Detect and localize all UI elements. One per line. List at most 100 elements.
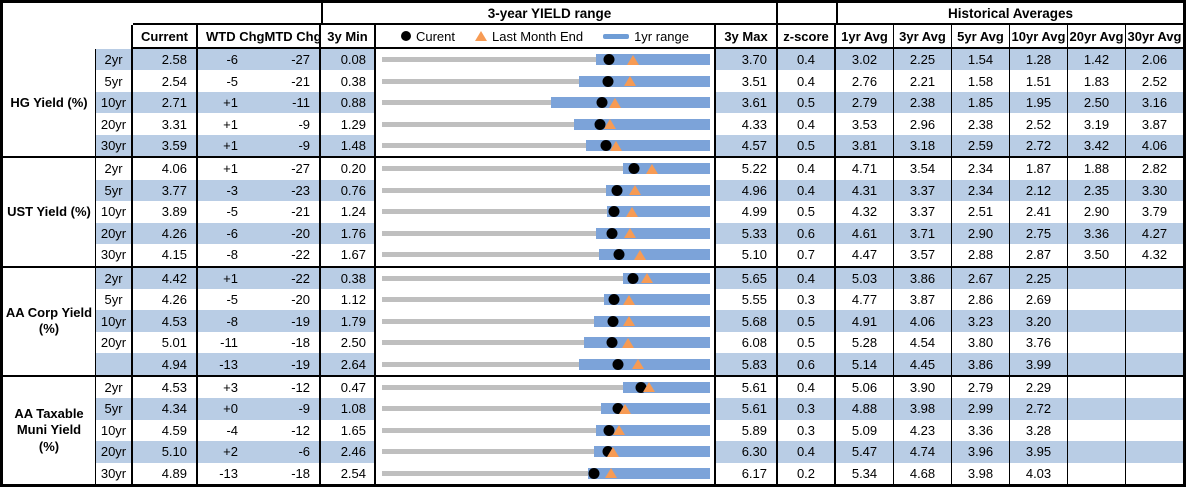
avg-cell: 1.95 xyxy=(1010,91,1068,114)
3y-range-track xyxy=(382,166,710,172)
avg-cell: 2.51 xyxy=(952,201,1010,223)
range-chart-cell xyxy=(376,331,716,354)
z-score-cell: 0.4 xyxy=(778,267,836,289)
3y-range-track xyxy=(382,427,710,433)
range-chart-cell xyxy=(376,201,716,223)
avg-cell: 3.98 xyxy=(894,398,952,420)
mtd-chg-cell: -27 xyxy=(260,158,321,180)
3y-max-cell: 5.83 xyxy=(716,353,778,375)
current-cell: 2.58 xyxy=(133,49,198,71)
1yr-range-bar xyxy=(601,403,710,415)
avg-cell: 4.47 xyxy=(836,244,894,266)
current-dot-marker xyxy=(603,424,615,436)
range-chart-cell xyxy=(376,179,716,202)
mtd-chg-cell: -19 xyxy=(260,353,321,375)
col-header-10yr-avg: 10yr Avg xyxy=(1010,25,1068,49)
3y-range-track xyxy=(382,470,710,476)
z-score-cell: 0.5 xyxy=(778,91,836,114)
3y-min-cell: 0.38 xyxy=(321,267,376,289)
3y-min-cell: 2.64 xyxy=(321,353,376,375)
z-score-cell: 0.5 xyxy=(778,201,836,223)
avg-cell: 3.20 xyxy=(1010,310,1068,332)
mtd-chg-cell: -9 xyxy=(260,113,321,135)
avg-cell xyxy=(1068,331,1126,354)
avg-cell: 3.37 xyxy=(894,179,952,202)
table-body: HG Yield (%) 2yr 2.58 -6 -27 0.08 3.70 0.4 3.02 2… xyxy=(3,49,1183,485)
table-row: 5yr 4.34 +0 -9 1.08 5.61 0.3 4.88 3.98 2.99 2.72 xyxy=(96,398,1183,420)
avg-cell: 2.50 xyxy=(1068,91,1126,114)
avg-cell: 2.59 xyxy=(952,134,1010,157)
avg-cell: 1.85 xyxy=(952,91,1010,114)
avg-cell: 3.30 xyxy=(1126,179,1183,202)
range-chart-cell xyxy=(376,134,716,157)
tenor-cell: 30yr xyxy=(96,134,133,157)
current-cell: 3.59 xyxy=(133,134,198,157)
avg-cell: 1.58 xyxy=(952,70,1010,92)
table-row: 5yr 2.54 -5 -21 0.38 3.51 0.4 2.76 2.21 1.58 1.51 1… xyxy=(96,70,1183,92)
z-score-cell: 0.4 xyxy=(778,49,836,71)
group-label: UST Yield (%) xyxy=(3,158,96,266)
3y-min-cell: 1.29 xyxy=(321,113,376,135)
avg-cell: 3.36 xyxy=(1068,222,1126,245)
table-row: 20yr 5.01 -11 -18 2.50 6.08 0.5 5.28 4.54 3.80 3.7… xyxy=(96,331,1183,354)
last-month-triangle-marker xyxy=(609,97,622,108)
current-dot-marker xyxy=(613,249,625,261)
historical-averages-title: Historical Averages xyxy=(836,3,1183,25)
last-month-triangle-marker xyxy=(623,294,636,305)
range-chart-cell xyxy=(376,267,716,289)
current-cell: 3.31 xyxy=(133,113,198,135)
z-score-cell: 0.4 xyxy=(778,70,836,92)
table-row: 2yr 4.53 +3 -12 0.47 5.61 0.4 5.06 3.90 2.79 2.29 xyxy=(96,376,1183,399)
wtd-chg-cell: +2 xyxy=(198,441,260,463)
tenor-cell: 2yr xyxy=(96,49,133,71)
1yr-range-bar xyxy=(594,315,710,327)
avg-cell: 3.19 xyxy=(1068,113,1126,135)
tenor-cell: 30yr xyxy=(96,244,133,266)
avg-cell: 2.76 xyxy=(836,70,894,92)
z-score-cell: 0.4 xyxy=(778,179,836,202)
legend-item-1yr-range: 1yr range xyxy=(603,29,689,44)
col-header-20yr-avg: 20yr Avg xyxy=(1068,25,1126,49)
3y-min-cell: 1.48 xyxy=(321,134,376,157)
avg-cell: 1.83 xyxy=(1068,70,1126,92)
3y-range-track xyxy=(382,78,710,84)
range-chart-cell xyxy=(376,113,716,135)
col-header-3y-max: 3y Max xyxy=(716,25,778,49)
z-score-cell: 0.4 xyxy=(778,113,836,135)
3y-max-cell: 4.57 xyxy=(716,134,778,157)
avg-cell xyxy=(1126,463,1183,484)
3y-max-cell: 5.22 xyxy=(716,158,778,180)
current-dot-marker xyxy=(635,381,647,393)
current-dot-marker xyxy=(607,315,619,327)
z-score-cell: 0.5 xyxy=(778,331,836,354)
tenor-cell: 30yr xyxy=(96,462,133,485)
3y-range-track xyxy=(382,318,710,324)
current-cell: 5.01 xyxy=(133,331,198,354)
current-cell: 4.26 xyxy=(133,288,198,311)
3y-range-track xyxy=(382,252,710,258)
wtd-chg-cell: -8 xyxy=(226,247,238,263)
current-cell: 4.59 xyxy=(133,419,198,442)
header-spacer-labels xyxy=(3,25,133,49)
avg-cell: 2.67 xyxy=(952,267,1010,289)
3y-max-cell: 6.08 xyxy=(716,331,778,354)
avg-cell: 2.79 xyxy=(836,91,894,114)
3y-range-track xyxy=(382,449,710,455)
1yr-range-bar xyxy=(596,227,710,239)
avg-cell: 2.72 xyxy=(1010,398,1068,420)
legend-range-label: 1yr range xyxy=(634,28,689,44)
range-chart-cell xyxy=(376,398,716,420)
avg-cell: 4.54 xyxy=(894,331,952,354)
table-row: 2yr 2.58 -6 -27 0.08 3.70 0.4 3.02 2.25 1.54 1.28 1… xyxy=(96,49,1183,71)
wtd-chg-cell: -4 xyxy=(226,422,238,438)
current-dot-icon xyxy=(400,31,411,41)
1yr-range-bar xyxy=(604,294,710,306)
avg-cell xyxy=(1068,310,1126,332)
1yr-range-bar xyxy=(574,118,710,130)
avg-cell xyxy=(1068,419,1126,442)
range-chart-cell xyxy=(376,244,716,266)
avg-cell xyxy=(1126,441,1183,463)
z-score-cell: 0.4 xyxy=(778,376,836,399)
yield-section: HG Yield (%) 2yr 2.58 -6 -27 0.08 3.70 0.4 3.02 2… xyxy=(3,49,1183,159)
current-cell: 5.10 xyxy=(133,441,198,463)
